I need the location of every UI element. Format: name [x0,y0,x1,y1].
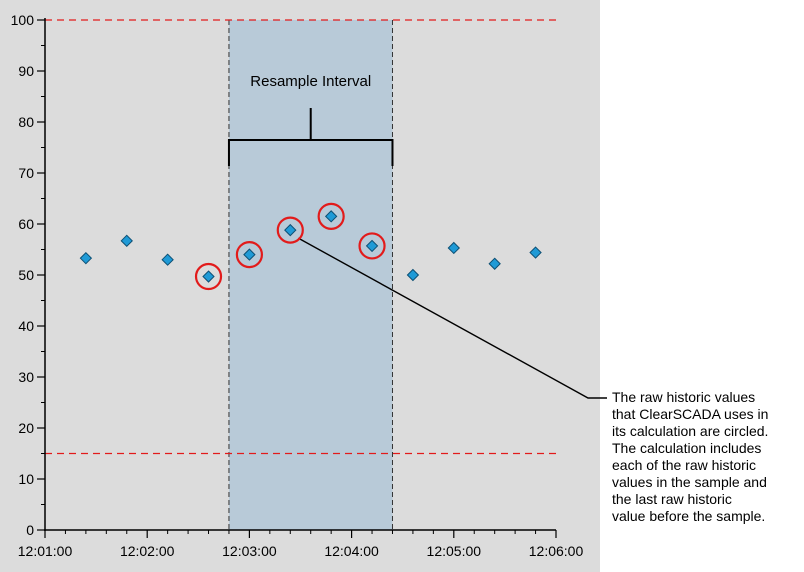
y-tick-label: 0 [26,522,34,538]
axes [37,18,557,538]
data-point [161,253,174,266]
callout-leader-line [297,237,607,399]
y-tick-label: 60 [18,216,34,232]
y-tick-label: 50 [18,267,34,283]
callout-line: The raw historic values [612,389,756,405]
y-tick-labels: 0 10 20 30 40 50 60 70 80 90 100 [11,12,35,538]
interval-label: Resample Interval [250,73,371,90]
data-point [488,257,501,270]
highlight-circle [317,202,345,230]
y-tick-label: 20 [18,420,34,436]
data-points [79,202,542,291]
x-tick-label: 12:03:00 [222,543,277,559]
data-point [79,251,93,265]
data-point [324,210,338,223]
data-point [243,248,256,261]
x-tick-label: 12:01:00 [18,543,73,559]
highlight-circle [194,262,223,291]
x-tick-label: 12:06:00 [529,543,584,559]
y-tick-label: 70 [18,165,34,181]
callout-note: The raw historic values that ClearSCADA u… [612,389,798,525]
data-point [202,270,215,283]
interval-bracket [227,108,394,166]
callout-line: values in the sample and [612,474,767,490]
data-point [447,241,461,255]
y-tick-label: 100 [11,12,35,28]
callout-line: value before the sample. [612,508,766,524]
y-tick-label: 90 [18,63,34,79]
data-point [365,239,379,253]
data-point [120,234,133,248]
highlight-circle [235,241,263,269]
data-point [284,223,297,237]
data-point [529,246,542,259]
x-tick-label: 12:04:00 [324,543,379,559]
y-tick-label: 80 [18,114,34,130]
y-tick-label: 40 [18,318,34,334]
callout-line: its calculation are circled. [612,423,769,439]
limit-lines [45,19,556,455]
x-tick-labels: 12:01:00 12:02:00 12:03:00 12:04:00 12:05:00… [18,543,584,559]
highlight-circle [358,232,386,260]
x-tick-label: 12:05:00 [427,543,482,559]
y-tick-label: 30 [18,369,34,385]
highlight-circle [276,216,304,244]
x-tick-label: 12:02:00 [120,543,175,559]
callout-line: the last raw historic [612,491,732,507]
callout-line: The calculation includes [612,440,762,456]
callout-line: that ClearSCADA uses in [612,406,769,422]
y-tick-label: 10 [18,471,34,487]
callout-line: each of the raw historic [612,457,756,473]
data-point [406,268,420,282]
